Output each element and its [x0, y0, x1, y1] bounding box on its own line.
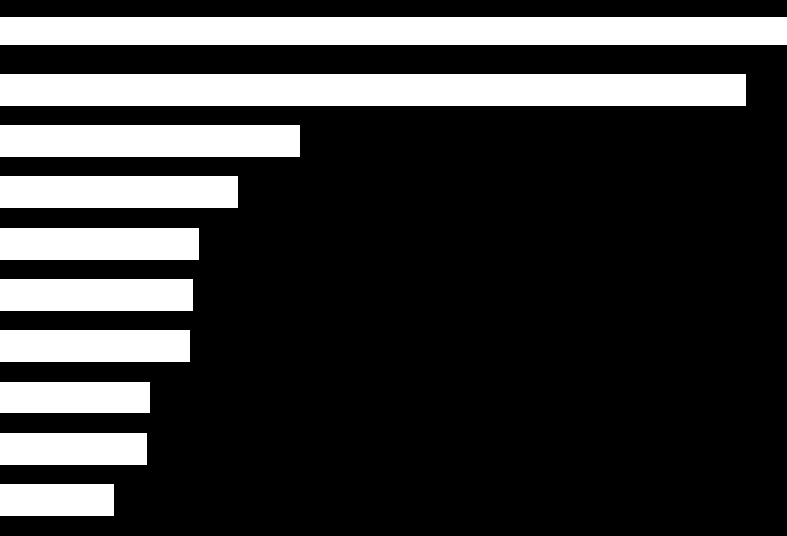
Bar — [0, 382, 150, 413]
Bar — [0, 228, 199, 259]
Bar — [0, 484, 114, 516]
Bar — [0, 279, 193, 311]
Bar — [0, 74, 746, 106]
Bar — [0, 176, 238, 209]
Bar — [0, 17, 787, 45]
Bar — [0, 433, 146, 465]
Bar — [0, 125, 300, 157]
Bar — [0, 330, 190, 362]
